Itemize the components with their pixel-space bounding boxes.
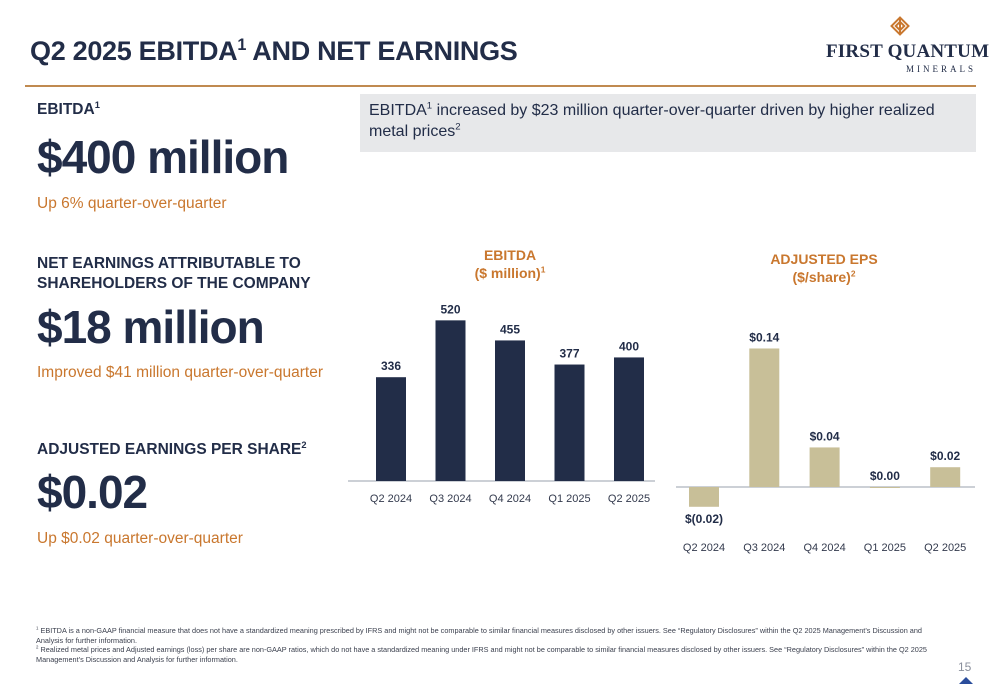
logo-subtitle: MINERALS [905,64,976,74]
tick-label: Q4 2024 [803,542,845,554]
net-earnings-label: NET EARNINGS ATTRIBUTABLE TO SHAREHOLDER… [37,255,311,292]
header-divider [25,85,976,87]
data-label: 377 [559,347,579,361]
tick-label: Q3 2024 [429,493,471,505]
ebitda-value: $400 million [37,131,289,183]
up-arrow-icon[interactable] [959,677,973,684]
page-title: Q2 2025 EBITDA1 AND NET EARNINGS [30,36,518,66]
eps-chart-title: ADJUSTED EPS ($/share)2 [770,251,878,285]
data-label: $0.02 [930,449,960,463]
data-label: $0.04 [810,429,840,443]
net-earnings-note: Improved $41 million quarter-over-quarte… [37,364,324,381]
data-label: 400 [619,339,639,353]
eps-note: Up $0.02 quarter-over-quarter [37,530,243,547]
bar-q1-2025 [869,487,900,488]
tick-label: Q2 2025 [608,493,650,505]
footnotes: 1 EBITDA is a non-GAAP financial measure… [36,626,936,664]
logo-name: FIRST QUANTUM [826,41,990,62]
data-label: 520 [440,302,460,316]
page-number: 15 [958,660,972,674]
data-label: 336 [381,359,401,373]
bar-q4-2024 [809,447,840,487]
ebitda-chart-title: EBITDA ($ million)1 [474,247,546,281]
tick-label: Q2 2025 [924,542,966,554]
data-label: $0.00 [870,469,900,483]
company-logo: FIRST QUANTUM MINERALS [826,14,990,76]
bar-q2-2025 [930,467,961,487]
bar-q4-2024 [495,340,525,481]
eps-value: $0.02 [37,466,148,518]
tick-label: Q2 2024 [683,542,725,554]
data-label: $(0.02) [685,512,723,526]
ebitda-note: Up 6% quarter-over-quarter [37,195,227,212]
eps-label: ADJUSTED EARNINGS PER SHARE2 [37,439,307,458]
tick-label: Q2 2024 [370,493,412,505]
tick-label: Q4 2024 [489,493,531,505]
tick-label: Q3 2024 [743,542,785,554]
footnote-2: 2 Realized metal prices and Adjusted ear… [36,644,927,664]
data-label: 455 [500,322,520,336]
tick-label: Q1 2025 [864,542,906,554]
bar-q3-2024 [749,348,780,487]
tick-label: Q1 2025 [548,493,590,505]
highlight-box: EBITDA1 increased by $23 million quarter… [360,94,976,152]
bar-q1-2025 [554,364,585,481]
bar-q2-2024 [376,377,406,481]
footnote-1: 1 EBITDA is a non-GAAP financial measure… [36,625,922,645]
bar-q2-2024 [689,487,719,507]
ebitda-label: EBITDA1 [37,99,100,118]
diamond-knot-icon [890,16,910,36]
bar-q3-2024 [435,320,466,481]
net-earnings-value: $18 million [37,301,265,353]
data-label: $0.14 [749,330,779,344]
bar-q2-2025 [614,357,644,481]
